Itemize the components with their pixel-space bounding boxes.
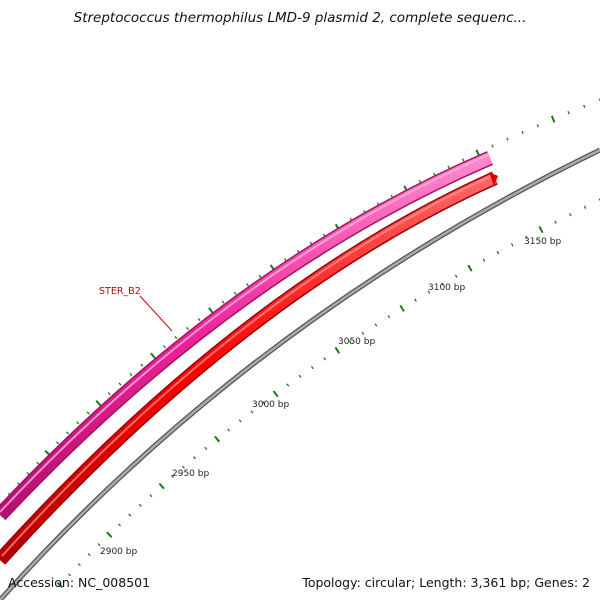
inner-tick: [538, 226, 544, 234]
ruler-label-3150: 3150 bp: [524, 237, 561, 247]
inner-tick: [262, 401, 266, 405]
ruler-label-3000: 3000 bp: [252, 400, 289, 410]
map-title: Streptococcus thermophilus LMD-9 plasmid…: [73, 10, 527, 26]
summary-text: Topology: circular; Length: 3,361 bp; Ge…: [302, 575, 590, 590]
inner-tick: [118, 523, 121, 527]
inner-tick: [387, 315, 391, 319]
outer-tick: [197, 318, 201, 322]
inner-tick: [106, 531, 113, 538]
inner-tick: [569, 213, 572, 217]
outer-tick: [246, 283, 249, 287]
inner-tick-ring: [56, 198, 600, 589]
outer-tick: [506, 137, 509, 141]
reverse-gene-arrow[interactable]: [0, 171, 498, 565]
outer-tick: [55, 441, 60, 445]
plasmid-backbone: [0, 147, 600, 600]
inner-tick: [272, 390, 279, 398]
ruler-label-2900: 2900 bp: [100, 547, 137, 557]
outer-tick: [150, 352, 157, 360]
inner-tick: [454, 274, 458, 278]
inner-tick: [204, 446, 208, 451]
outer-tick: [186, 326, 189, 331]
outer-tick: [76, 421, 80, 425]
inner-tick: [77, 563, 81, 567]
outer-tick: [233, 291, 237, 295]
ruler-label-2950: 2950 bp: [172, 469, 209, 479]
outer-tick: [140, 363, 144, 367]
outer-tick: [86, 411, 90, 415]
inner-tick: [323, 357, 327, 361]
inner-tick: [348, 340, 352, 344]
inner-tick: [158, 482, 165, 490]
outer-tick: [567, 111, 570, 115]
inner-tick: [171, 474, 174, 479]
inner-tick: [310, 365, 314, 370]
inner-tick: [56, 581, 64, 589]
inner-tick: [298, 374, 302, 378]
outer-tick: [118, 382, 122, 386]
outer-tick: [283, 257, 287, 262]
outer-tick: [107, 392, 111, 396]
inner-tick: [334, 346, 341, 354]
inner-tick: [467, 264, 473, 272]
outer-tick: [583, 104, 586, 108]
outer-tick: [258, 274, 262, 278]
outer-tick: [129, 372, 133, 377]
inner-tick: [361, 331, 365, 335]
inner-tick: [182, 465, 185, 469]
inner-tick: [414, 298, 417, 302]
inner-tick: [286, 383, 290, 387]
inner-tick: [128, 513, 132, 517]
inner-tick: [510, 243, 514, 247]
inner-tick: [482, 258, 486, 262]
inner-tick: [427, 290, 431, 294]
outer-tick: [36, 461, 40, 465]
ruler-label-3100: 3100 bp: [428, 283, 465, 293]
inner-tick: [193, 456, 197, 460]
outer-tick: [95, 400, 102, 407]
inner-tick: [68, 573, 72, 577]
ruler-label-3050: 3050 bp: [338, 337, 375, 347]
outer-tick: [536, 124, 539, 128]
inner-tick: [138, 503, 142, 507]
inner-tick: [496, 250, 500, 255]
accession-text: Accession: NC_008501: [8, 575, 151, 590]
outer-tick: [491, 144, 494, 148]
inner-tick: [250, 410, 254, 414]
inner-tick: [149, 494, 153, 498]
outer-tick: [174, 335, 178, 340]
inner-tick: [374, 323, 378, 327]
outer-tick: [66, 431, 70, 435]
inner-tick: [525, 235, 528, 239]
inner-tick: [583, 205, 587, 209]
gene-label-leader: [139, 295, 173, 332]
outer-tick: [461, 158, 465, 162]
inner-tick: [97, 543, 101, 547]
inner-tick: [238, 419, 242, 423]
outer-tick: [162, 345, 166, 349]
inner-tick: [441, 282, 444, 286]
outer-tick: [521, 130, 524, 135]
outer-tick: [221, 300, 225, 304]
outer-tick-ring: [0, 98, 600, 509]
outer-tick: [550, 115, 556, 123]
forward-gene-arrow[interactable]: [0, 151, 493, 521]
inner-tick: [399, 304, 405, 312]
gene-label-ster-b2[interactable]: STER_B2: [99, 286, 141, 297]
inner-tick: [554, 220, 557, 224]
inner-tick: [87, 553, 91, 557]
inner-tick: [214, 435, 221, 443]
inner-tick: [227, 428, 231, 432]
outer-tick: [447, 165, 450, 169]
